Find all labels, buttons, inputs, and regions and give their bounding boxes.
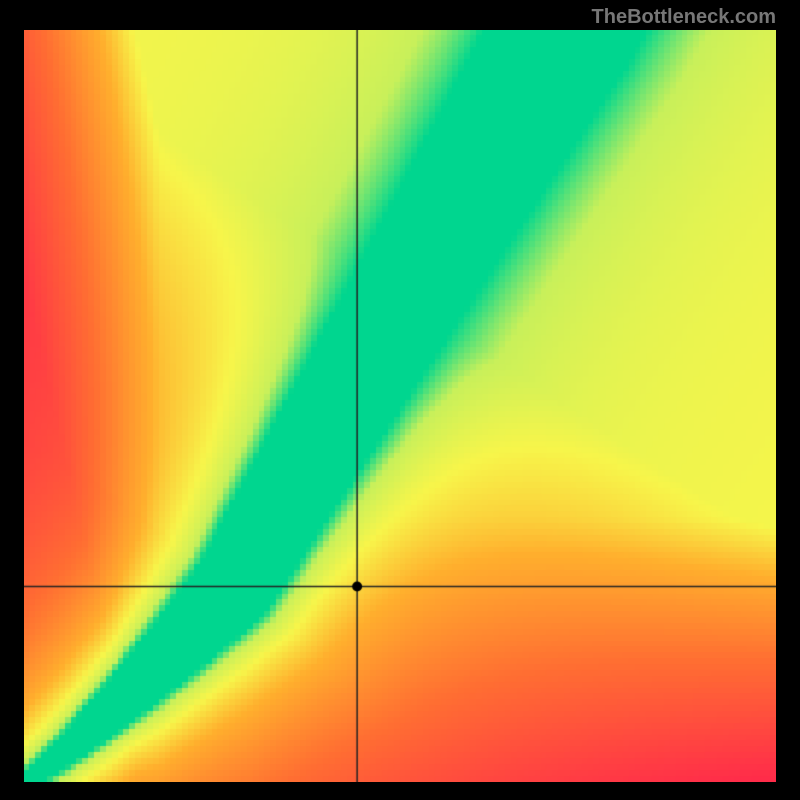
plot-area <box>24 30 776 782</box>
chart-container: TheBottleneck.com <box>0 0 800 800</box>
watermark-text: TheBottleneck.com <box>592 6 776 29</box>
heatmap-canvas <box>24 30 776 782</box>
